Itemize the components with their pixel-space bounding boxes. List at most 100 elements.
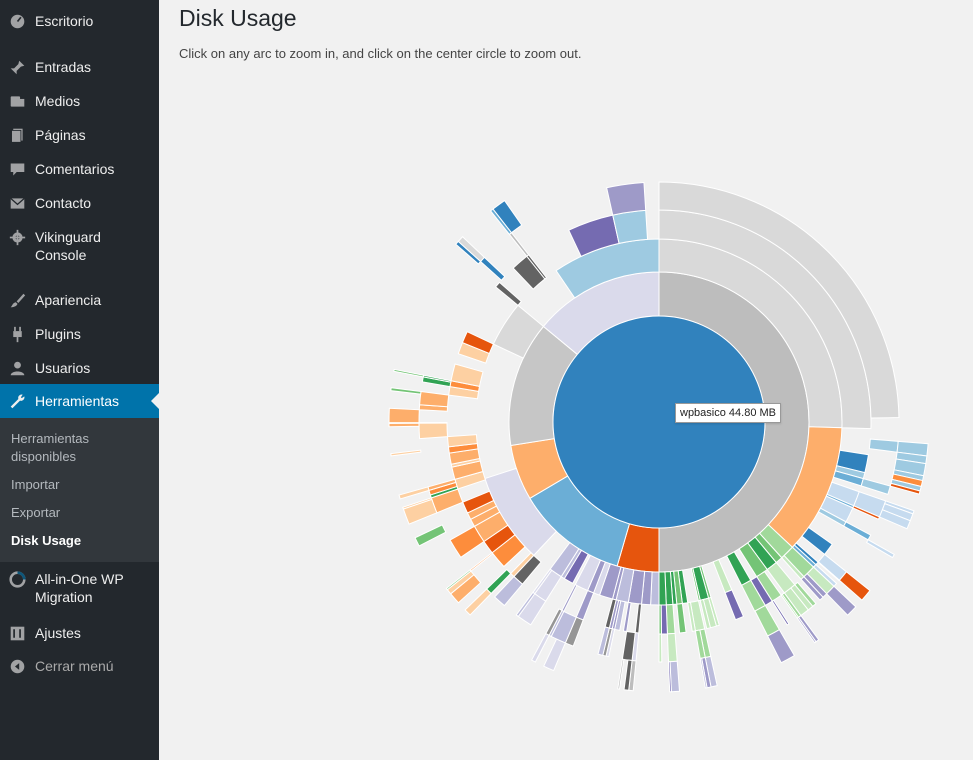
sunburst-arc-level3[interactable]: [494, 281, 522, 307]
sunburst-arc-level4[interactable]: [418, 422, 449, 440]
sunburst-arc-level3[interactable]: [658, 604, 662, 635]
sunburst-arc-level5[interactable]: [445, 569, 472, 591]
menu-item-label: Entradas: [35, 59, 92, 75]
users-icon: [7, 359, 27, 377]
sunburst-arc-level5[interactable]: [414, 524, 447, 547]
menu-item-label: Ajustes: [35, 625, 81, 641]
collapse-menu-button[interactable]: Cerrar menú: [0, 657, 159, 675]
menu-item-label: Contacto: [35, 195, 92, 211]
sunburst-arc-level2[interactable]: [712, 558, 733, 594]
sunburst-arc-level3[interactable]: [660, 604, 668, 635]
sunburst-arc-level5[interactable]: [766, 628, 796, 664]
collapse-icon: [7, 657, 27, 675]
submenu-item-importar[interactable]: Importar: [11, 477, 60, 492]
pin-icon: [7, 58, 27, 76]
sunburst-arc-level3[interactable]: [634, 603, 643, 634]
sunburst-arc-level2[interactable]: [574, 554, 602, 592]
menu-item-usuarios[interactable]: Usuarios: [0, 359, 159, 377]
menu-item-label: Plugins: [35, 326, 81, 342]
sunburst-arc-level5[interactable]: [390, 449, 422, 457]
submenu-item-herramientas-disponibles[interactable]: Herramientas disponibles: [11, 431, 90, 464]
sunburst-arc-level4[interactable]: [606, 181, 647, 216]
menu-item-label: Escritorio: [35, 13, 94, 29]
sunburst-arc-level5[interactable]: [398, 486, 430, 500]
sunburst-arc-level4[interactable]: [469, 552, 494, 572]
sunburst-arc-level4[interactable]: [666, 632, 678, 663]
sunburst-arc-level5[interactable]: [388, 407, 420, 424]
sunburst-arc-level3[interactable]: [450, 363, 484, 387]
pages-icon: [7, 126, 27, 144]
sunburst-arc-level2[interactable]: [492, 304, 545, 359]
mail-icon: [7, 194, 27, 212]
sunburst-arc-level3[interactable]: [612, 209, 649, 245]
sunburst-arc-level3[interactable]: [801, 526, 833, 556]
menu-item-label: All-in-One WP Migration: [35, 571, 124, 605]
sunburst-arc-level5[interactable]: [623, 659, 633, 691]
sunburst-arc-level4[interactable]: [597, 626, 610, 656]
sunburst-arc-level5[interactable]: [617, 658, 625, 690]
menu-item-apariencia[interactable]: Apariencia: [0, 291, 159, 309]
menu-item-vikinguard-console[interactable]: Vikinguard Console: [0, 228, 159, 264]
sunburst-arc-level5[interactable]: [796, 616, 817, 644]
menu-item-entradas[interactable]: Entradas: [0, 58, 159, 76]
sunburst-arc-level5[interactable]: [457, 236, 486, 263]
active-indicator: [151, 393, 159, 409]
menu-item-label: Comentarios: [35, 161, 115, 177]
menu-item-comentarios[interactable]: Comentarios: [0, 160, 159, 178]
menu-item-medios[interactable]: Medios: [0, 92, 159, 110]
menu-item-label: Apariencia: [35, 292, 102, 308]
sunburst-arc-level4[interactable]: [418, 422, 448, 424]
settings-icon: [7, 624, 27, 642]
menu-item-plugins[interactable]: Plugins: [0, 325, 159, 343]
sunburst-arc-level5[interactable]: [393, 368, 425, 378]
menu-item-ajustes[interactable]: Ajustes: [0, 624, 159, 642]
menu-item-p-ginas[interactable]: Páginas: [0, 126, 159, 144]
sunburst-arc-level4[interactable]: [860, 477, 891, 495]
sunburst-arc-level4[interactable]: [843, 521, 872, 541]
brush-icon: [7, 291, 27, 309]
disk-usage-sunburst[interactable]: [159, 0, 973, 760]
sunburst-arc-level4[interactable]: [479, 256, 506, 281]
sunburst-arc-level3[interactable]: [575, 589, 595, 621]
admin-sidebar: Escritorio Entradas Medios Páginas Comentari…: [0, 0, 159, 760]
sunburst-arc-level5[interactable]: [390, 387, 422, 395]
sunburst-arc-level5[interactable]: [797, 614, 820, 643]
sunburst-arc-level5[interactable]: [464, 588, 492, 616]
menu-item-all-in-one-wp-migration[interactable]: All-in-One WP Migration: [0, 570, 159, 606]
sunburst-arc-level5[interactable]: [543, 638, 567, 672]
sunburst-arc-level5[interactable]: [668, 661, 672, 693]
plugin-icon: [7, 325, 27, 343]
menu-item-label: Herramientas: [35, 393, 120, 409]
sunburst-arc-level5[interactable]: [492, 199, 523, 234]
menu-item-herramientas[interactable]: Herramientas: [0, 384, 159, 418]
sunburst-arc-level3[interactable]: [446, 434, 478, 448]
menu-item-label: Vikinguard Console: [35, 229, 101, 263]
sunburst-arc-level4[interactable]: [658, 633, 663, 663]
sunburst-arc-level3[interactable]: [561, 584, 578, 613]
page-description: Click on any arc to zoom in, and click o…: [179, 46, 582, 61]
submenu-item-exportar[interactable]: Exportar: [11, 505, 61, 520]
sunburst-arc-level5[interactable]: [530, 632, 550, 663]
submenu-item-disk-usage[interactable]: Disk Usage: [11, 533, 82, 548]
menu-item-escritorio[interactable]: Escritorio: [0, 12, 159, 30]
sunburst-arc-level2[interactable]: [690, 567, 701, 602]
sunburst-arc-level5[interactable]: [865, 539, 895, 559]
menu-item-label: Páginas: [35, 127, 86, 143]
sunburst-arc-level4[interactable]: [800, 576, 824, 601]
sunburst-arc-level5[interactable]: [699, 657, 708, 689]
sunburst-arc-level2[interactable]: [658, 571, 667, 606]
sunburst-arc-level4[interactable]: [419, 390, 450, 408]
sunburst-arc-level3[interactable]: [724, 589, 745, 621]
sunburst-arc-level3[interactable]: [676, 602, 687, 634]
media-icon: [7, 92, 27, 110]
gear-icon: [7, 228, 27, 246]
sunburst-arc-level4[interactable]: [868, 438, 899, 453]
dashboard-icon: [7, 12, 27, 30]
sunburst-arc-level4[interactable]: [515, 591, 536, 618]
migration-icon: [7, 570, 27, 588]
sunburst-arc-level4[interactable]: [658, 181, 900, 419]
sunburst-arc-level3[interactable]: [510, 552, 535, 578]
sunburst-arc-level3[interactable]: [462, 490, 495, 514]
menu-item-contacto[interactable]: Contacto: [0, 194, 159, 212]
sunburst-arc-level4[interactable]: [508, 231, 530, 257]
